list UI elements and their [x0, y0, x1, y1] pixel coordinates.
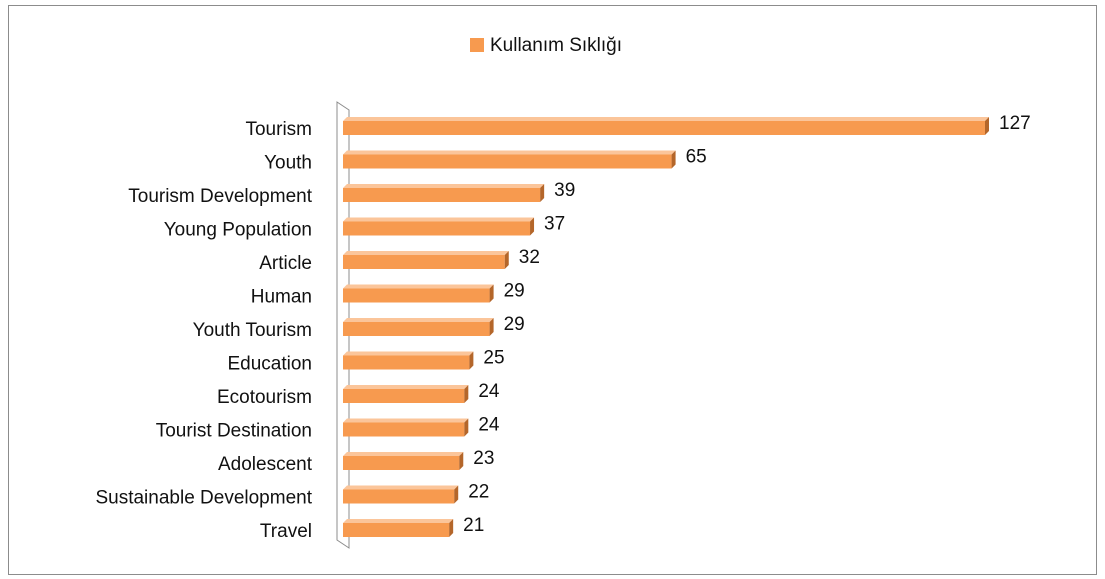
bar-top [343, 217, 535, 222]
bar [343, 188, 541, 202]
bar-top [343, 184, 545, 188]
bar-top [343, 485, 459, 490]
bar-side [469, 351, 474, 370]
category-label: Tourism [245, 119, 312, 140]
bar [343, 288, 490, 303]
category-label: Youth [264, 153, 312, 174]
value-label: 29 [504, 281, 525, 302]
value-label: 25 [483, 348, 504, 369]
category-label: Tourism Development [128, 186, 312, 207]
chart-border [8, 5, 1097, 575]
category-label: Education [227, 354, 312, 375]
bar [343, 322, 490, 336]
bar [343, 389, 465, 403]
category-label: Young Population [164, 220, 312, 241]
category-label: Travel [260, 521, 312, 542]
bar [343, 422, 465, 437]
bar-side [504, 251, 509, 269]
bar-top [343, 150, 676, 155]
bar [343, 255, 505, 269]
bar [343, 221, 531, 236]
bar [343, 154, 672, 169]
bar-side [464, 385, 469, 403]
value-label: 24 [478, 381, 500, 402]
bar-top [343, 418, 469, 423]
bar-top [343, 452, 464, 456]
bar-top [343, 251, 509, 255]
bar-top [343, 318, 494, 322]
bar-side [454, 485, 459, 504]
value-label: 37 [544, 214, 565, 235]
bar-side [464, 418, 469, 437]
bar-top [343, 117, 989, 121]
bar [343, 121, 985, 135]
bar-top [343, 351, 474, 356]
bar-side [489, 284, 494, 303]
bar-side [985, 117, 989, 135]
value-label: 65 [686, 147, 707, 168]
bar-side [489, 318, 494, 336]
bar-side [671, 150, 676, 169]
category-label: Article [259, 253, 312, 274]
bar-side [540, 184, 545, 202]
category-label: Adolescent [218, 454, 313, 475]
category-label: Youth Tourism [193, 320, 312, 341]
category-label: Ecotourism [217, 387, 312, 408]
value-label: 29 [504, 314, 525, 335]
bar-side [459, 452, 464, 470]
value-label: 127 [999, 113, 1031, 134]
value-label: 32 [519, 247, 540, 268]
bar-top [343, 519, 454, 523]
value-label: 23 [473, 448, 494, 469]
value-label: 22 [468, 482, 489, 503]
bar-side [530, 217, 535, 236]
bar [343, 523, 450, 537]
bar-side [449, 519, 454, 537]
value-label: 24 [478, 415, 500, 436]
category-label: Tourist Destination [156, 421, 312, 442]
value-label: 39 [554, 180, 575, 201]
bar [343, 456, 460, 470]
category-label: Human [251, 287, 312, 308]
legend-swatch [470, 38, 484, 52]
legend-label: Kullanım Sıklığı [490, 35, 622, 56]
bar [343, 355, 470, 370]
value-label: 21 [463, 515, 484, 536]
category-label: Sustainable Development [95, 488, 312, 509]
bar-top [343, 284, 494, 289]
bar-top [343, 385, 469, 389]
bar [343, 489, 455, 504]
